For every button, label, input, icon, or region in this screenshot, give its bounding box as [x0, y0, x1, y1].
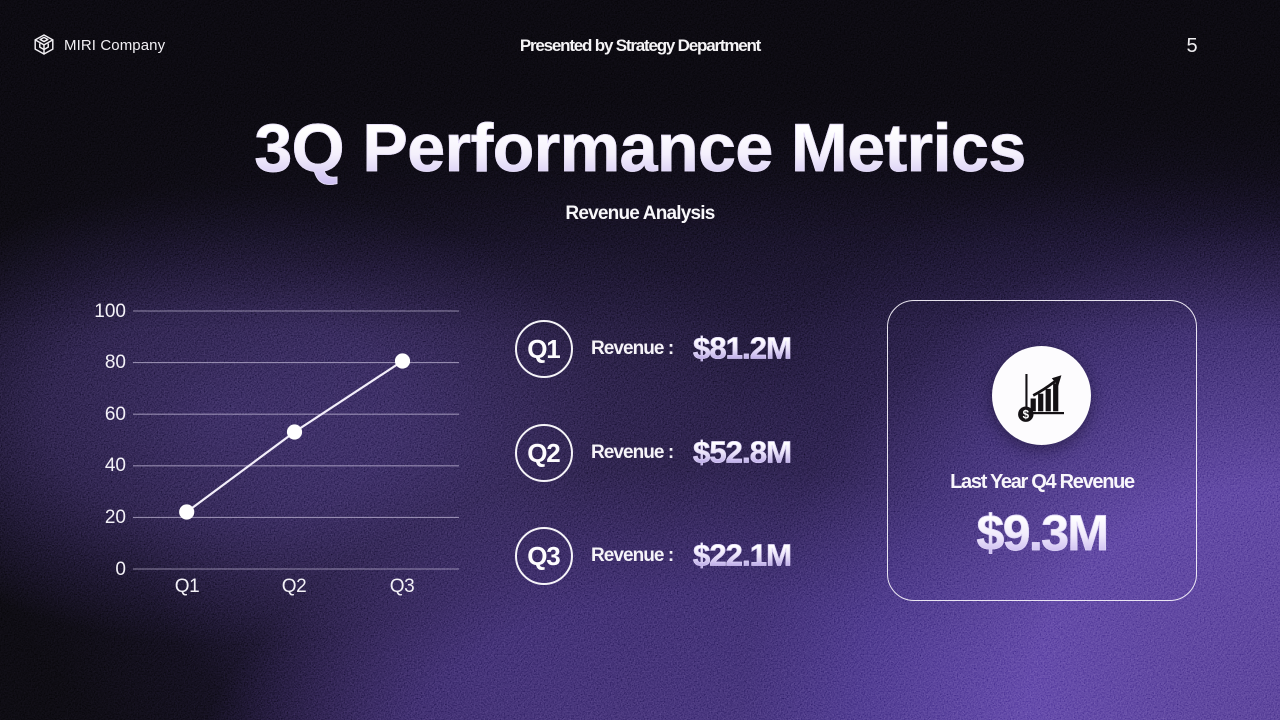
svg-text:$: $ — [1023, 409, 1030, 421]
